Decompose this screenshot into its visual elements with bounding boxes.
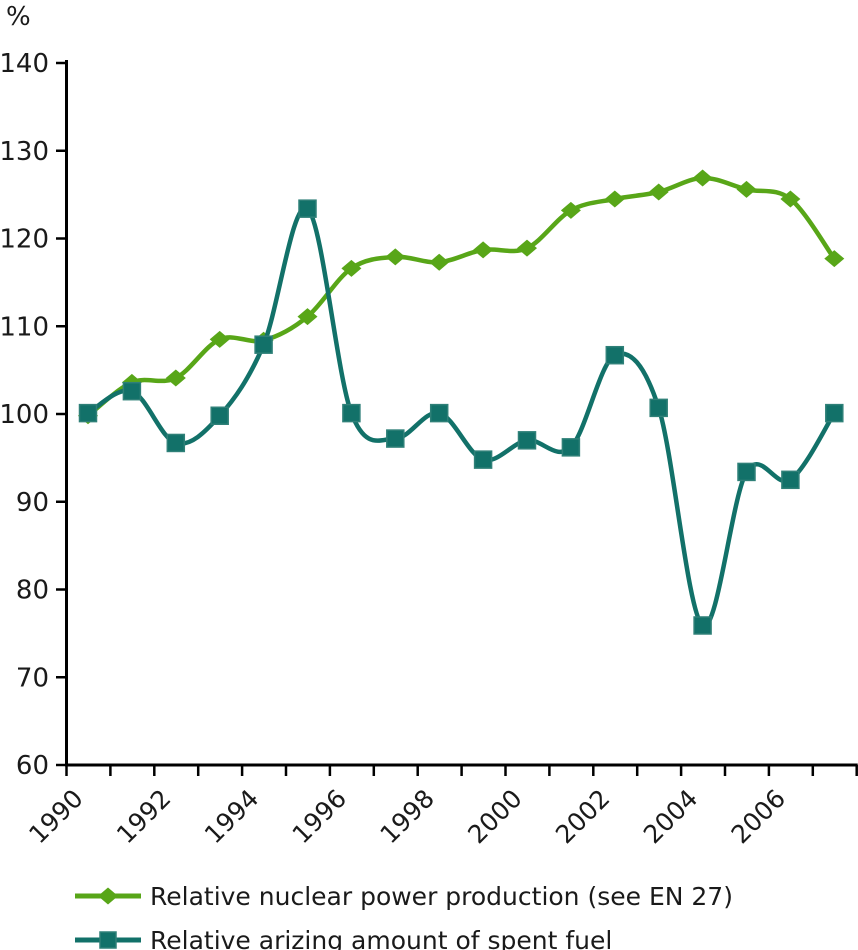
marker-square <box>254 335 273 354</box>
y-tick-label: 60 <box>16 751 49 781</box>
series-line-spent-fuel <box>85 205 837 628</box>
x-tick-label: 1994 <box>199 784 264 849</box>
y-tick-label: 80 <box>16 576 49 606</box>
legend-item-spent-fuel: Relative arizing amount of spent fuel <box>73 918 733 950</box>
marker-diamond <box>429 253 450 271</box>
marker-square <box>122 381 142 401</box>
x-tick-label: 1990 <box>23 784 88 849</box>
marker-square <box>693 616 712 635</box>
marker-diamond <box>385 248 406 266</box>
marker-diamond <box>648 183 669 201</box>
marker-square <box>78 403 98 423</box>
marker-square <box>210 406 229 426</box>
marker-square <box>737 462 756 482</box>
legend-square-swatch-icon <box>75 931 141 949</box>
y-tick-label: 140 <box>0 49 49 79</box>
marker-diamond <box>165 369 186 387</box>
legend-diamond-marker-icon <box>98 887 118 905</box>
x-tick-label: 2004 <box>638 784 703 849</box>
y-tick-label: 120 <box>0 225 49 255</box>
legend-label-spent-fuel: Relative arizing amount of spent fuel <box>150 925 613 950</box>
legend-label-nuclear-production: Relative nuclear power production (see E… <box>150 881 733 911</box>
marker-diamond <box>780 190 801 208</box>
legend-diamond-swatch-icon <box>75 887 141 905</box>
marker-square <box>298 199 317 218</box>
legend-square-marker-icon <box>99 931 117 949</box>
marker-square <box>166 433 186 453</box>
marker-diamond <box>560 201 581 219</box>
marker-square <box>473 450 493 469</box>
series-line-nuclear-production <box>85 175 837 419</box>
legend: Relative nuclear power production (see E… <box>73 874 733 950</box>
marker-square <box>342 403 361 423</box>
marker-diamond <box>692 169 713 187</box>
marker-square <box>825 403 844 423</box>
marker-diamond <box>209 330 230 348</box>
marker-square <box>517 431 537 450</box>
marker-square <box>781 470 800 490</box>
y-axis-unit-label: % <box>6 2 31 32</box>
legend-item-nuclear-production: Relative nuclear power production (see E… <box>73 874 733 918</box>
marker-diamond <box>517 239 537 257</box>
marker-square <box>386 429 405 448</box>
x-tick-label: 1992 <box>111 784 176 849</box>
marker-diamond <box>824 250 845 268</box>
x-tick-label: 2002 <box>550 784 615 849</box>
marker-square <box>561 438 581 457</box>
marker-diamond <box>297 308 318 326</box>
marker-diamond <box>736 180 757 198</box>
marker-diamond <box>604 190 625 208</box>
x-tick-label: 2000 <box>462 784 527 849</box>
y-tick-label: 100 <box>0 400 49 430</box>
marker-square <box>605 345 625 365</box>
x-tick-label: 1998 <box>374 784 439 849</box>
y-tick-label: 70 <box>16 663 49 693</box>
marker-square <box>649 398 668 418</box>
marker-square <box>429 403 449 423</box>
x-tick-label: 2006 <box>726 784 791 849</box>
x-tick-label: 1996 <box>287 784 352 849</box>
marker-diamond <box>473 241 494 259</box>
y-tick-label: 130 <box>0 137 49 167</box>
y-tick-label: 110 <box>0 312 49 342</box>
y-tick-label: 90 <box>16 488 49 518</box>
marker-diamond <box>341 259 362 277</box>
